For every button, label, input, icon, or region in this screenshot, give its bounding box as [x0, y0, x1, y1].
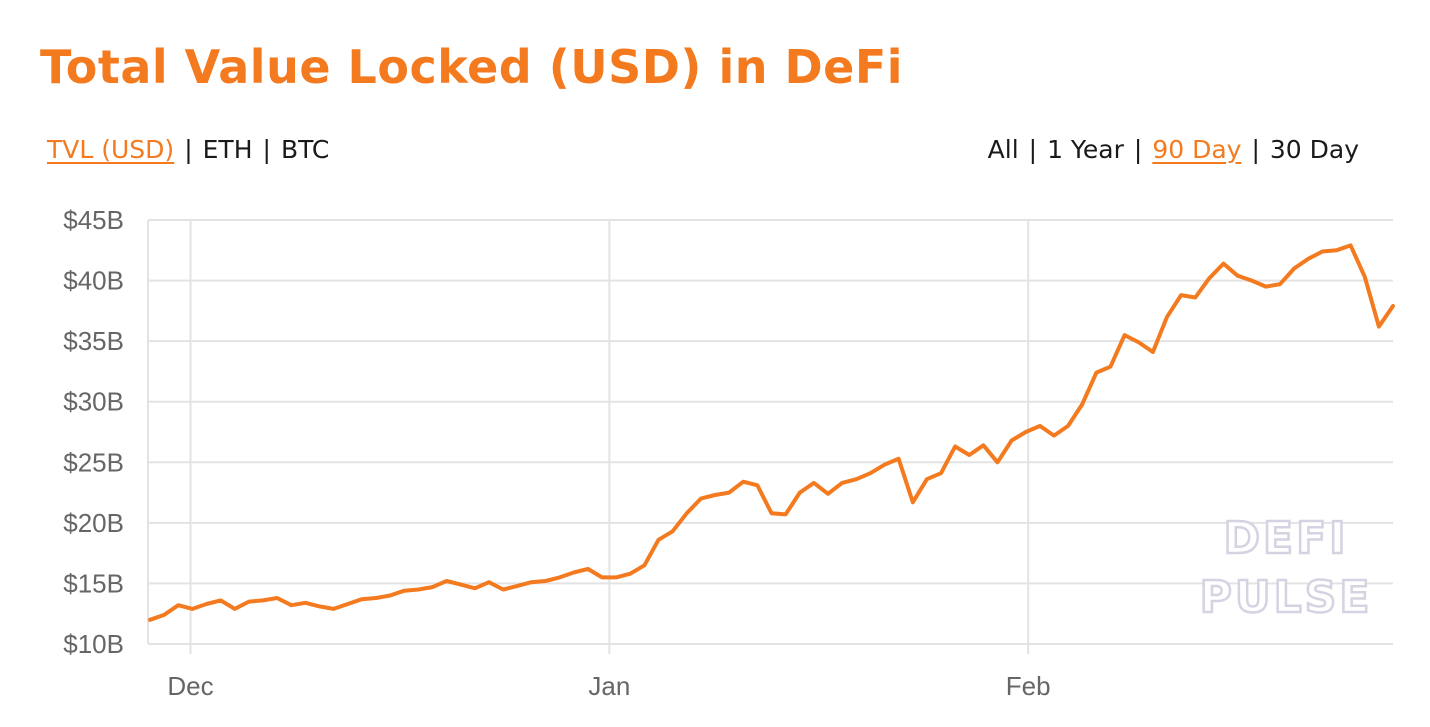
toggle-tvl-usd[interactable]: TVL (USD): [47, 135, 175, 164]
y-tick-label: $10B: [63, 629, 124, 659]
x-tick-label: Dec: [167, 671, 213, 701]
y-axis-ticks: $10B $15B $20B $25B $30B $35B $40B $45B: [63, 205, 124, 659]
toggle-separator: |: [1133, 135, 1143, 164]
toggle-separator: |: [262, 135, 271, 164]
y-tick-label: $45B: [63, 205, 124, 235]
range-90-day[interactable]: 90 Day: [1152, 135, 1242, 164]
toggle-btc[interactable]: BTC: [280, 135, 330, 164]
watermark-logo: DEFI PULSE: [1198, 512, 1373, 625]
x-axis-ticks: Dec Jan Feb: [167, 671, 1050, 701]
grid: [147, 219, 1393, 654]
y-tick-label: $40B: [63, 266, 124, 296]
y-tick-label: $30B: [63, 387, 124, 417]
toggle-eth[interactable]: ETH: [202, 135, 253, 164]
y-tick-label: $35B: [63, 326, 124, 356]
toggle-separator: |: [184, 135, 193, 164]
x-tick-label: Jan: [588, 671, 630, 701]
toggle-separator: |: [1251, 135, 1260, 164]
series-line-tvl: [148, 243, 1395, 622]
range-1-year[interactable]: 1 Year: [1047, 135, 1124, 164]
range-30-day[interactable]: 30 Day: [1269, 135, 1359, 164]
unit-toggle-group: TVL (USD) | ETH | BTC: [47, 132, 329, 168]
y-tick-label: $15B: [63, 568, 124, 598]
y-tick-label: $20B: [63, 508, 124, 538]
page-title: Total Value Locked (USD) in DeFi: [40, 40, 904, 94]
watermark-line-2: PULSE: [1200, 572, 1373, 623]
tvl-line-chart: $10B $15B $20B $25B $30B $35B $40B $45B Dec Jan F…: [63, 205, 1395, 701]
x-tick-label: Feb: [1006, 671, 1051, 701]
y-tick-label: $25B: [63, 447, 124, 477]
range-toggle-group: All | 1 Year | 90 Day | 30 Day: [988, 132, 1359, 168]
watermark-line-1: DEFI: [1223, 513, 1348, 564]
range-all[interactable]: All: [987, 135, 1019, 164]
toggle-separator: |: [1028, 135, 1038, 164]
